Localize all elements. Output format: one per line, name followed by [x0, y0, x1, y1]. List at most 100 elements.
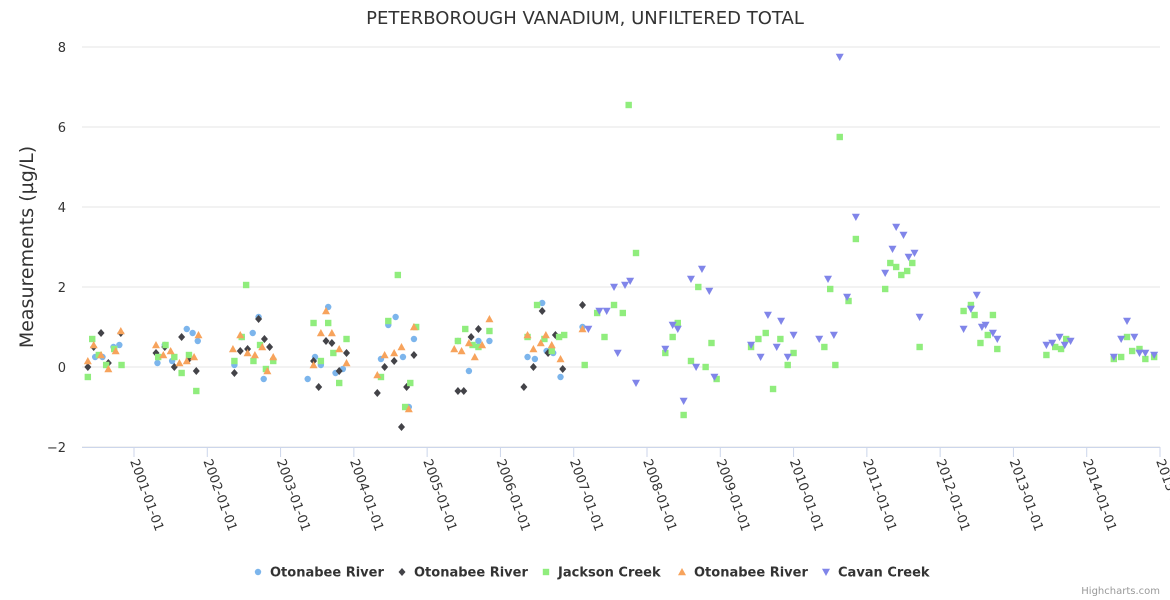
data-point[interactable]: [916, 343, 923, 351]
legend-symbol[interactable]: [254, 568, 262, 576]
data-point[interactable]: [486, 327, 493, 335]
data-point[interactable]: [250, 357, 257, 365]
data-point[interactable]: [478, 341, 487, 349]
data-point[interactable]: [309, 361, 318, 369]
data-point[interactable]: [394, 271, 402, 279]
data-point[interactable]: [981, 321, 990, 329]
data-point[interactable]: [258, 343, 267, 351]
data-point[interactable]: [832, 361, 839, 369]
data-point[interactable]: [1060, 341, 1069, 349]
data-point[interactable]: [547, 341, 556, 349]
data-point[interactable]: [523, 331, 532, 339]
data-point[interactable]: [190, 353, 199, 361]
data-point[interactable]: [263, 367, 272, 375]
data-point[interactable]: [845, 297, 852, 305]
data-point[interactable]: [250, 351, 259, 359]
data-point[interactable]: [679, 397, 688, 405]
data-point[interactable]: [410, 351, 418, 359]
data-point[interactable]: [485, 315, 494, 323]
data-point[interactable]: [581, 361, 588, 369]
data-point[interactable]: [194, 337, 201, 345]
data-point[interactable]: [154, 353, 162, 361]
data-point[interactable]: [467, 333, 475, 341]
data-point[interactable]: [230, 369, 238, 377]
data-point[interactable]: [269, 353, 278, 361]
data-point[interactable]: [903, 267, 911, 275]
data-point[interactable]: [170, 363, 178, 371]
data-point[interactable]: [881, 269, 890, 277]
data-point[interactable]: [97, 351, 106, 359]
data-point[interactable]: [404, 405, 413, 413]
data-point[interactable]: [977, 339, 984, 347]
data-point[interactable]: [632, 379, 641, 387]
data-point[interactable]: [626, 277, 635, 285]
data-point[interactable]: [835, 53, 844, 61]
data-point[interactable]: [821, 343, 828, 351]
data-point[interactable]: [194, 331, 203, 339]
data-point[interactable]: [325, 319, 332, 327]
data-point[interactable]: [602, 307, 611, 315]
data-point[interactable]: [322, 337, 330, 345]
legend-item[interactable]: Otonabee River: [678, 566, 808, 581]
data-point[interactable]: [668, 321, 677, 329]
data-point[interactable]: [669, 333, 676, 341]
data-point[interactable]: [1042, 341, 1051, 349]
data-point[interactable]: [1043, 351, 1050, 359]
data-point[interactable]: [84, 373, 92, 381]
data-point[interactable]: [469, 341, 476, 349]
data-point[interactable]: [243, 349, 252, 357]
data-point[interactable]: [84, 363, 92, 371]
data-point[interactable]: [1128, 347, 1136, 355]
data-point[interactable]: [171, 353, 178, 361]
data-point[interactable]: [270, 357, 277, 365]
data-point[interactable]: [249, 329, 256, 337]
legend-symbol[interactable]: [822, 568, 830, 576]
data-point[interactable]: [182, 357, 191, 365]
data-point[interactable]: [625, 101, 632, 109]
data-point[interactable]: [762, 329, 769, 337]
data-point[interactable]: [262, 365, 270, 373]
data-point[interactable]: [747, 341, 756, 349]
data-point[interactable]: [1130, 333, 1139, 341]
data-point[interactable]: [769, 385, 777, 393]
data-point[interactable]: [397, 343, 406, 351]
data-point[interactable]: [610, 283, 619, 291]
legend-symbol[interactable]: [542, 568, 550, 576]
data-point[interactable]: [915, 313, 924, 321]
data-point[interactable]: [381, 363, 389, 371]
data-point[interactable]: [529, 363, 537, 371]
data-point[interactable]: [989, 311, 997, 319]
data-point[interactable]: [399, 353, 407, 361]
data-point[interactable]: [994, 345, 1001, 353]
data-point[interactable]: [1123, 317, 1132, 325]
data-point[interactable]: [993, 335, 1002, 343]
legend-item[interactable]: Otonabee River: [398, 566, 529, 581]
data-point[interactable]: [397, 423, 405, 431]
data-point[interactable]: [1109, 353, 1118, 361]
data-point[interactable]: [322, 307, 331, 315]
data-point[interactable]: [888, 245, 897, 253]
data-point[interactable]: [777, 317, 786, 325]
data-point[interactable]: [755, 335, 762, 343]
data-point[interactable]: [1055, 333, 1064, 341]
data-point[interactable]: [162, 341, 169, 349]
data-point[interactable]: [661, 345, 670, 353]
data-point[interactable]: [1052, 343, 1059, 351]
data-point[interactable]: [390, 357, 398, 365]
data-point[interactable]: [392, 313, 399, 321]
data-point[interactable]: [189, 329, 196, 337]
data-point[interactable]: [1057, 345, 1065, 353]
credits-link[interactable]: Highcharts.com: [1081, 586, 1160, 597]
data-point[interactable]: [910, 249, 919, 257]
data-point[interactable]: [151, 341, 160, 349]
data-point[interactable]: [462, 325, 469, 333]
data-point[interactable]: [790, 349, 797, 357]
data-point[interactable]: [579, 301, 587, 309]
data-point[interactable]: [407, 379, 414, 387]
data-point[interactable]: [343, 349, 351, 357]
data-point[interactable]: [178, 369, 185, 377]
data-point[interactable]: [1066, 337, 1075, 345]
data-point[interactable]: [541, 335, 548, 343]
data-point[interactable]: [373, 389, 381, 397]
data-point[interactable]: [705, 287, 714, 295]
